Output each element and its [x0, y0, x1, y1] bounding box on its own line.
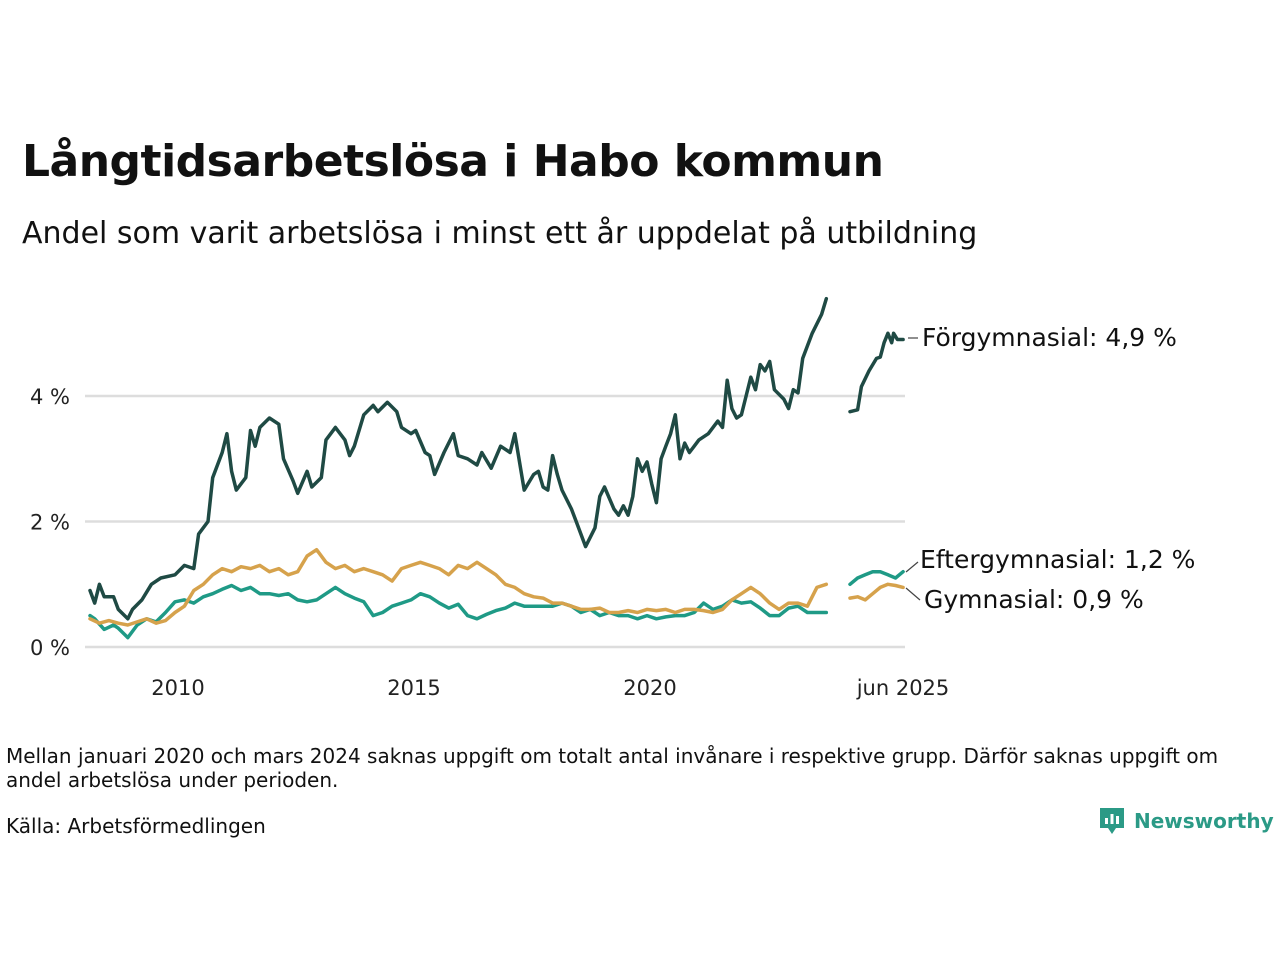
x-tick-label: 2015 [387, 676, 440, 700]
label-leader-line [905, 561, 919, 573]
x-tick-label: jun 2025 [856, 676, 950, 700]
footnote: Mellan januari 2020 och mars 2024 saknas… [6, 744, 1219, 792]
series-end-label: Förgymnasial: 4,9 % [922, 323, 1177, 352]
series-line-förgymnasial [848, 331, 905, 414]
series-end-label: Eftergymnasial: 1,2 % [920, 545, 1195, 574]
series-line-eftergymnasial [848, 569, 905, 587]
x-tick-label: 2020 [623, 676, 676, 700]
chart-subtitle: Andel som varit arbetslösa i minst ett å… [22, 216, 978, 251]
label-leader-line [905, 587, 921, 601]
y-tick-label: 2 % [30, 511, 70, 535]
line-chart: 0 % 2 % 4 % 2010 2015 2020 jun 2025 Förgymnas… [30, 296, 1195, 700]
series-line-eftergymnasial [88, 583, 829, 640]
chart-title: Långtidsarbetslösa i Habo kommun [22, 136, 884, 187]
series-line-förgymnasial [88, 296, 829, 621]
newsworthy-logo-icon [1100, 808, 1124, 834]
series-end-label: Gymnasial: 0,9 % [924, 585, 1144, 614]
newsworthy-logo: Newsworthy [1098, 806, 1274, 836]
newsworthy-logo-text: Newsworthy [1134, 809, 1274, 833]
series-line-gymnasial [88, 547, 829, 627]
y-tick-label: 4 % [30, 385, 70, 409]
x-tick-label: 2010 [151, 676, 204, 700]
series-line-gymnasial [848, 582, 905, 602]
source-text: Källa: Arbetsförmedlingen [6, 814, 266, 838]
y-tick-label: 0 % [30, 636, 70, 660]
